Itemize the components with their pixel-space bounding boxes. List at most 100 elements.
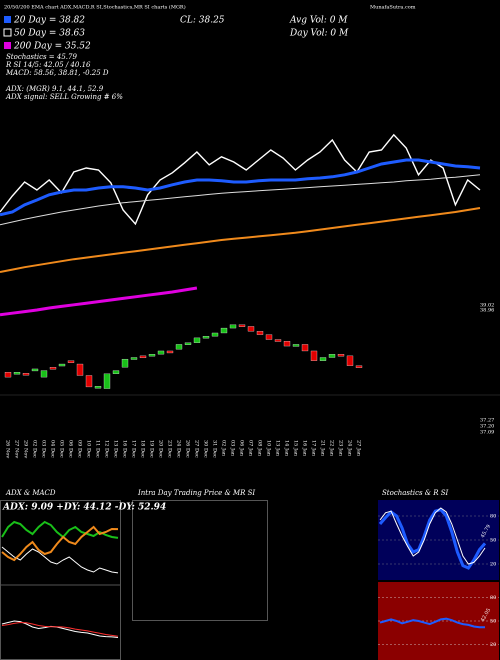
candle-body bbox=[58, 363, 66, 367]
x-tick-label: 10 Jan bbox=[266, 440, 272, 457]
candle-body bbox=[283, 341, 291, 347]
x-tick-label: 11 Dec bbox=[95, 440, 101, 458]
x-tick-label: 03 Jan bbox=[230, 440, 236, 457]
candle-body bbox=[256, 331, 264, 335]
x-tick-label: 18 Dec bbox=[140, 440, 146, 458]
candle-body bbox=[130, 357, 138, 360]
candle-body bbox=[355, 365, 363, 368]
site: MunafaSutra.com bbox=[370, 5, 416, 11]
candle-body bbox=[94, 386, 102, 389]
candle-body bbox=[229, 324, 237, 329]
panel-title: ADX & MACD bbox=[5, 489, 56, 497]
price-line bbox=[0, 133, 481, 226]
candle-body bbox=[85, 375, 93, 388]
price-line bbox=[0, 174, 481, 226]
x-tick-label: 24 Dec bbox=[176, 440, 182, 458]
x-tick-label: 17 Jan bbox=[311, 440, 317, 457]
candle-body bbox=[175, 344, 183, 350]
stat: R SI 14/5: 42.05 / 40.16 bbox=[5, 61, 91, 69]
legend-swatch bbox=[4, 42, 11, 49]
x-tick-label: 30 Dec bbox=[203, 440, 209, 458]
x-tick-label: 07 Jan bbox=[248, 440, 254, 457]
y-tick-label: 50 bbox=[490, 619, 496, 625]
stat: ADX signal: SELL Growing # 6% bbox=[5, 93, 123, 101]
x-tick-label: 23 Jan bbox=[338, 440, 344, 457]
y-tick-label: 20 bbox=[490, 642, 496, 648]
price-line bbox=[0, 158, 481, 217]
candle-body bbox=[22, 373, 30, 376]
x-tick-label: 17 Dec bbox=[131, 440, 137, 458]
panel-title: Intra Day Trading Price & MR SI bbox=[137, 489, 255, 497]
candle-body bbox=[13, 372, 21, 375]
x-tick-label: 26 Dec bbox=[185, 440, 191, 458]
candle-body bbox=[337, 354, 345, 357]
right-label: 37.20 bbox=[480, 424, 494, 430]
x-tick-label: 12 Dec bbox=[104, 440, 110, 458]
x-tick-label: 27 Nov bbox=[14, 440, 20, 458]
intraday-frame bbox=[132, 500, 268, 621]
stat: Stochastics = 45.79 bbox=[6, 53, 77, 61]
close-label: CL: 38.25 bbox=[180, 16, 225, 26]
candle-body bbox=[310, 350, 318, 361]
candle-body bbox=[49, 367, 57, 370]
x-tick-label: 13 Jan bbox=[275, 440, 281, 457]
legend-entry: 50 Day = 38.63 bbox=[14, 29, 85, 39]
x-tick-label: 02 Jan bbox=[221, 440, 227, 457]
adx-line bbox=[1, 546, 119, 574]
x-tick-label: 02 Dec bbox=[32, 440, 38, 458]
candle-body bbox=[121, 358, 129, 368]
right-label: 37.27 bbox=[480, 418, 494, 424]
candle-body bbox=[346, 355, 354, 366]
candle-body bbox=[166, 350, 174, 354]
x-tick-label: 04 Dec bbox=[50, 440, 56, 458]
candle-body bbox=[265, 334, 273, 340]
candle-body bbox=[112, 370, 120, 374]
x-tick-label: 06 Dec bbox=[68, 440, 74, 458]
x-tick-label: 23 Dec bbox=[167, 440, 173, 458]
x-tick-label: 26 Nov bbox=[5, 440, 11, 458]
rsi-line bbox=[379, 617, 485, 629]
candle-body bbox=[40, 370, 48, 378]
candle-body bbox=[76, 363, 84, 376]
candle-body bbox=[67, 360, 75, 363]
avg-vol: Avg Vol: 0 M bbox=[289, 16, 348, 26]
macd-line bbox=[1, 620, 119, 638]
candle-body bbox=[220, 327, 228, 334]
x-tick-label: 27 Dec bbox=[194, 440, 200, 458]
x-tick-label: 29 Nov bbox=[23, 440, 29, 458]
x-tick-label: 22 Jan bbox=[329, 440, 335, 457]
x-tick-label: 13 Dec bbox=[113, 440, 119, 458]
x-tick-label: 05 Dec bbox=[59, 440, 65, 458]
candle-body bbox=[103, 373, 111, 389]
stat: MACD: 58.56, 38.81, -0.25 D bbox=[5, 69, 109, 77]
x-tick-label: 06 Jan bbox=[239, 440, 245, 457]
candle-body bbox=[274, 339, 282, 342]
legend-swatch bbox=[4, 16, 11, 23]
legend-swatch bbox=[3, 28, 12, 37]
y-tick-label: 80 bbox=[490, 595, 496, 601]
panel-label: ADX: 9.09 +DY: 44.12 -DY: 52.94 bbox=[2, 503, 166, 513]
x-tick-label: 21 Jan bbox=[320, 440, 326, 457]
y-tick-label: 50 bbox=[490, 538, 496, 544]
adx-line bbox=[1, 520, 119, 539]
top-line: 20/50/200 EMA chart ADX,MACD,R SI,Stocha… bbox=[4, 4, 186, 11]
candle-body bbox=[202, 336, 210, 339]
x-tick-label: 09 Dec bbox=[77, 440, 83, 458]
y-tick-label: 20 bbox=[490, 562, 496, 568]
x-tick-label: 19 Dec bbox=[149, 440, 155, 458]
x-tick-label: 31 Dec bbox=[212, 440, 218, 458]
x-tick-label: 16 Dec bbox=[122, 440, 128, 458]
candle-body bbox=[4, 372, 12, 378]
candle-body bbox=[247, 326, 255, 332]
x-tick-label: 16 Jan bbox=[302, 440, 308, 457]
x-tick-label: 08 Jan bbox=[257, 440, 263, 457]
day-vol: Day Vol: 0 M bbox=[289, 29, 349, 39]
candle-body bbox=[211, 332, 219, 337]
legend-entry: 20 Day = 38.82 bbox=[13, 16, 85, 26]
x-tick-label: 24 Jan bbox=[347, 440, 353, 457]
panel-title: Stochastics & R SI bbox=[382, 489, 449, 497]
x-tick-label: 10 Dec bbox=[86, 440, 92, 458]
x-tick-label: 03 Dec bbox=[41, 440, 47, 458]
